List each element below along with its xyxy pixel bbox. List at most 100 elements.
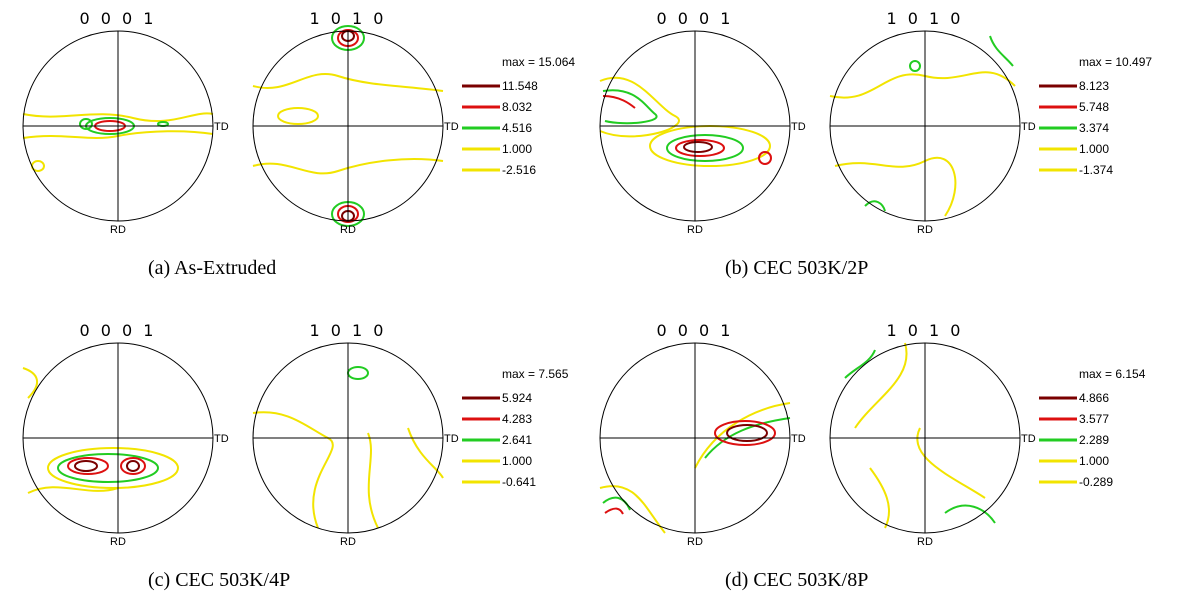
legend-level: 1.000 — [1079, 454, 1109, 468]
td-label: TD — [1021, 433, 1036, 445]
pole-figure-title: 1 0 1 0 — [887, 9, 964, 28]
contour — [675, 139, 725, 157]
rd-label: RD — [340, 224, 356, 236]
contour — [252, 73, 444, 92]
contour — [126, 460, 140, 472]
panel: 0 0 0 1 TD RD 1 0 1 0 TD RD max = 10.497 8.123 5… — [599, 9, 1152, 279]
pole-figure-title: 1 0 1 0 — [310, 321, 387, 340]
legend-max: max = 6.154 — [1079, 367, 1146, 381]
contour — [666, 134, 744, 162]
legend-level: 1.000 — [502, 142, 532, 156]
legend-max: max = 10.497 — [1079, 55, 1152, 69]
pole-figure-title: 0 0 0 1 — [80, 321, 157, 340]
legend-level: -1.374 — [1079, 163, 1113, 177]
contours — [22, 367, 179, 494]
legend-level: 4.516 — [502, 121, 532, 135]
legend-level: -0.289 — [1079, 475, 1113, 489]
contour — [758, 151, 772, 165]
contour — [367, 432, 379, 529]
contour — [944, 504, 996, 524]
contour — [277, 107, 319, 125]
contour — [602, 496, 631, 511]
contour — [79, 118, 93, 130]
rd-label: RD — [340, 536, 356, 548]
legend-level: 4.283 — [502, 412, 532, 426]
contours — [599, 402, 791, 534]
contour — [694, 402, 791, 469]
contour — [252, 158, 444, 175]
contour — [844, 349, 876, 379]
contour — [57, 453, 159, 483]
contour — [347, 366, 369, 380]
rd-label: RD — [917, 536, 933, 548]
contour — [602, 95, 636, 109]
contour — [67, 457, 109, 475]
contour — [22, 112, 214, 123]
td-label: TD — [214, 121, 229, 133]
panel: 0 0 0 1 TD RD 1 0 1 0 TD RD max = 15.064 11.548… — [22, 9, 575, 279]
pole-figure-title: 1 0 1 0 — [887, 321, 964, 340]
td-label: TD — [1021, 121, 1036, 133]
legend-level: 2.289 — [1079, 433, 1109, 447]
contour — [252, 411, 334, 529]
contour — [714, 420, 776, 446]
legend-level: 8.123 — [1079, 79, 1109, 93]
rd-label: RD — [110, 536, 126, 548]
contour — [704, 417, 791, 459]
pole-figure-title: 1 0 1 0 — [310, 9, 387, 28]
contour — [864, 200, 886, 212]
pole-figure-title: 0 0 0 1 — [657, 321, 734, 340]
td-label: TD — [214, 433, 229, 445]
td-label: TD — [444, 121, 459, 133]
legend-level: 8.032 — [502, 100, 532, 114]
contour — [74, 460, 98, 472]
legend-level: 11.548 — [502, 79, 538, 93]
contour — [157, 121, 169, 127]
td-label: TD — [444, 433, 459, 445]
contour — [47, 447, 179, 489]
panel: 0 0 0 1 TD RD 1 0 1 0 TD RD max = 7.565 5.924 4.… — [22, 321, 569, 591]
legend-level: 1.000 — [1079, 142, 1109, 156]
legend-level: -0.641 — [502, 475, 536, 489]
contours — [844, 342, 996, 529]
legend-level: 1.000 — [502, 454, 532, 468]
td-label: TD — [791, 121, 806, 133]
contour — [834, 156, 957, 217]
legend-level: 5.924 — [502, 391, 532, 405]
caption: (c) CEC 503K/4P — [148, 569, 290, 591]
caption: (b) CEC 503K/2P — [725, 257, 868, 279]
td-label: TD — [791, 433, 806, 445]
contour — [854, 342, 908, 429]
pole-figure-title: 0 0 0 1 — [657, 9, 734, 28]
contour — [726, 424, 768, 442]
contour — [407, 427, 444, 479]
legend-level: 2.641 — [502, 433, 532, 447]
rd-label: RD — [110, 224, 126, 236]
contour — [909, 60, 921, 72]
panel: 0 0 0 1 TD RD 1 0 1 0 TD RD max = 6.154 4.866 3.… — [599, 321, 1146, 591]
contour — [22, 367, 38, 399]
contour — [683, 141, 713, 153]
legend-max: max = 7.565 — [502, 367, 569, 381]
contour — [599, 76, 680, 138]
caption: (d) CEC 503K/8P — [725, 569, 868, 591]
legend-max: max = 15.064 — [502, 55, 575, 69]
legend-level: 4.866 — [1079, 391, 1109, 405]
contour — [599, 485, 666, 534]
contour — [829, 71, 1016, 99]
rd-label: RD — [917, 224, 933, 236]
legend-level: -2.516 — [502, 163, 536, 177]
rd-label: RD — [687, 536, 703, 548]
contour — [602, 89, 658, 125]
legend-level: 3.374 — [1079, 121, 1109, 135]
contour — [604, 507, 624, 515]
caption: (a) As-Extruded — [148, 257, 276, 279]
rd-label: RD — [687, 224, 703, 236]
contour — [989, 35, 1014, 67]
legend-level: 3.577 — [1079, 412, 1109, 426]
contours — [599, 76, 772, 167]
contour — [120, 457, 146, 475]
legend-level: 5.748 — [1079, 100, 1109, 114]
pole-figure-title: 0 0 0 1 — [80, 9, 157, 28]
